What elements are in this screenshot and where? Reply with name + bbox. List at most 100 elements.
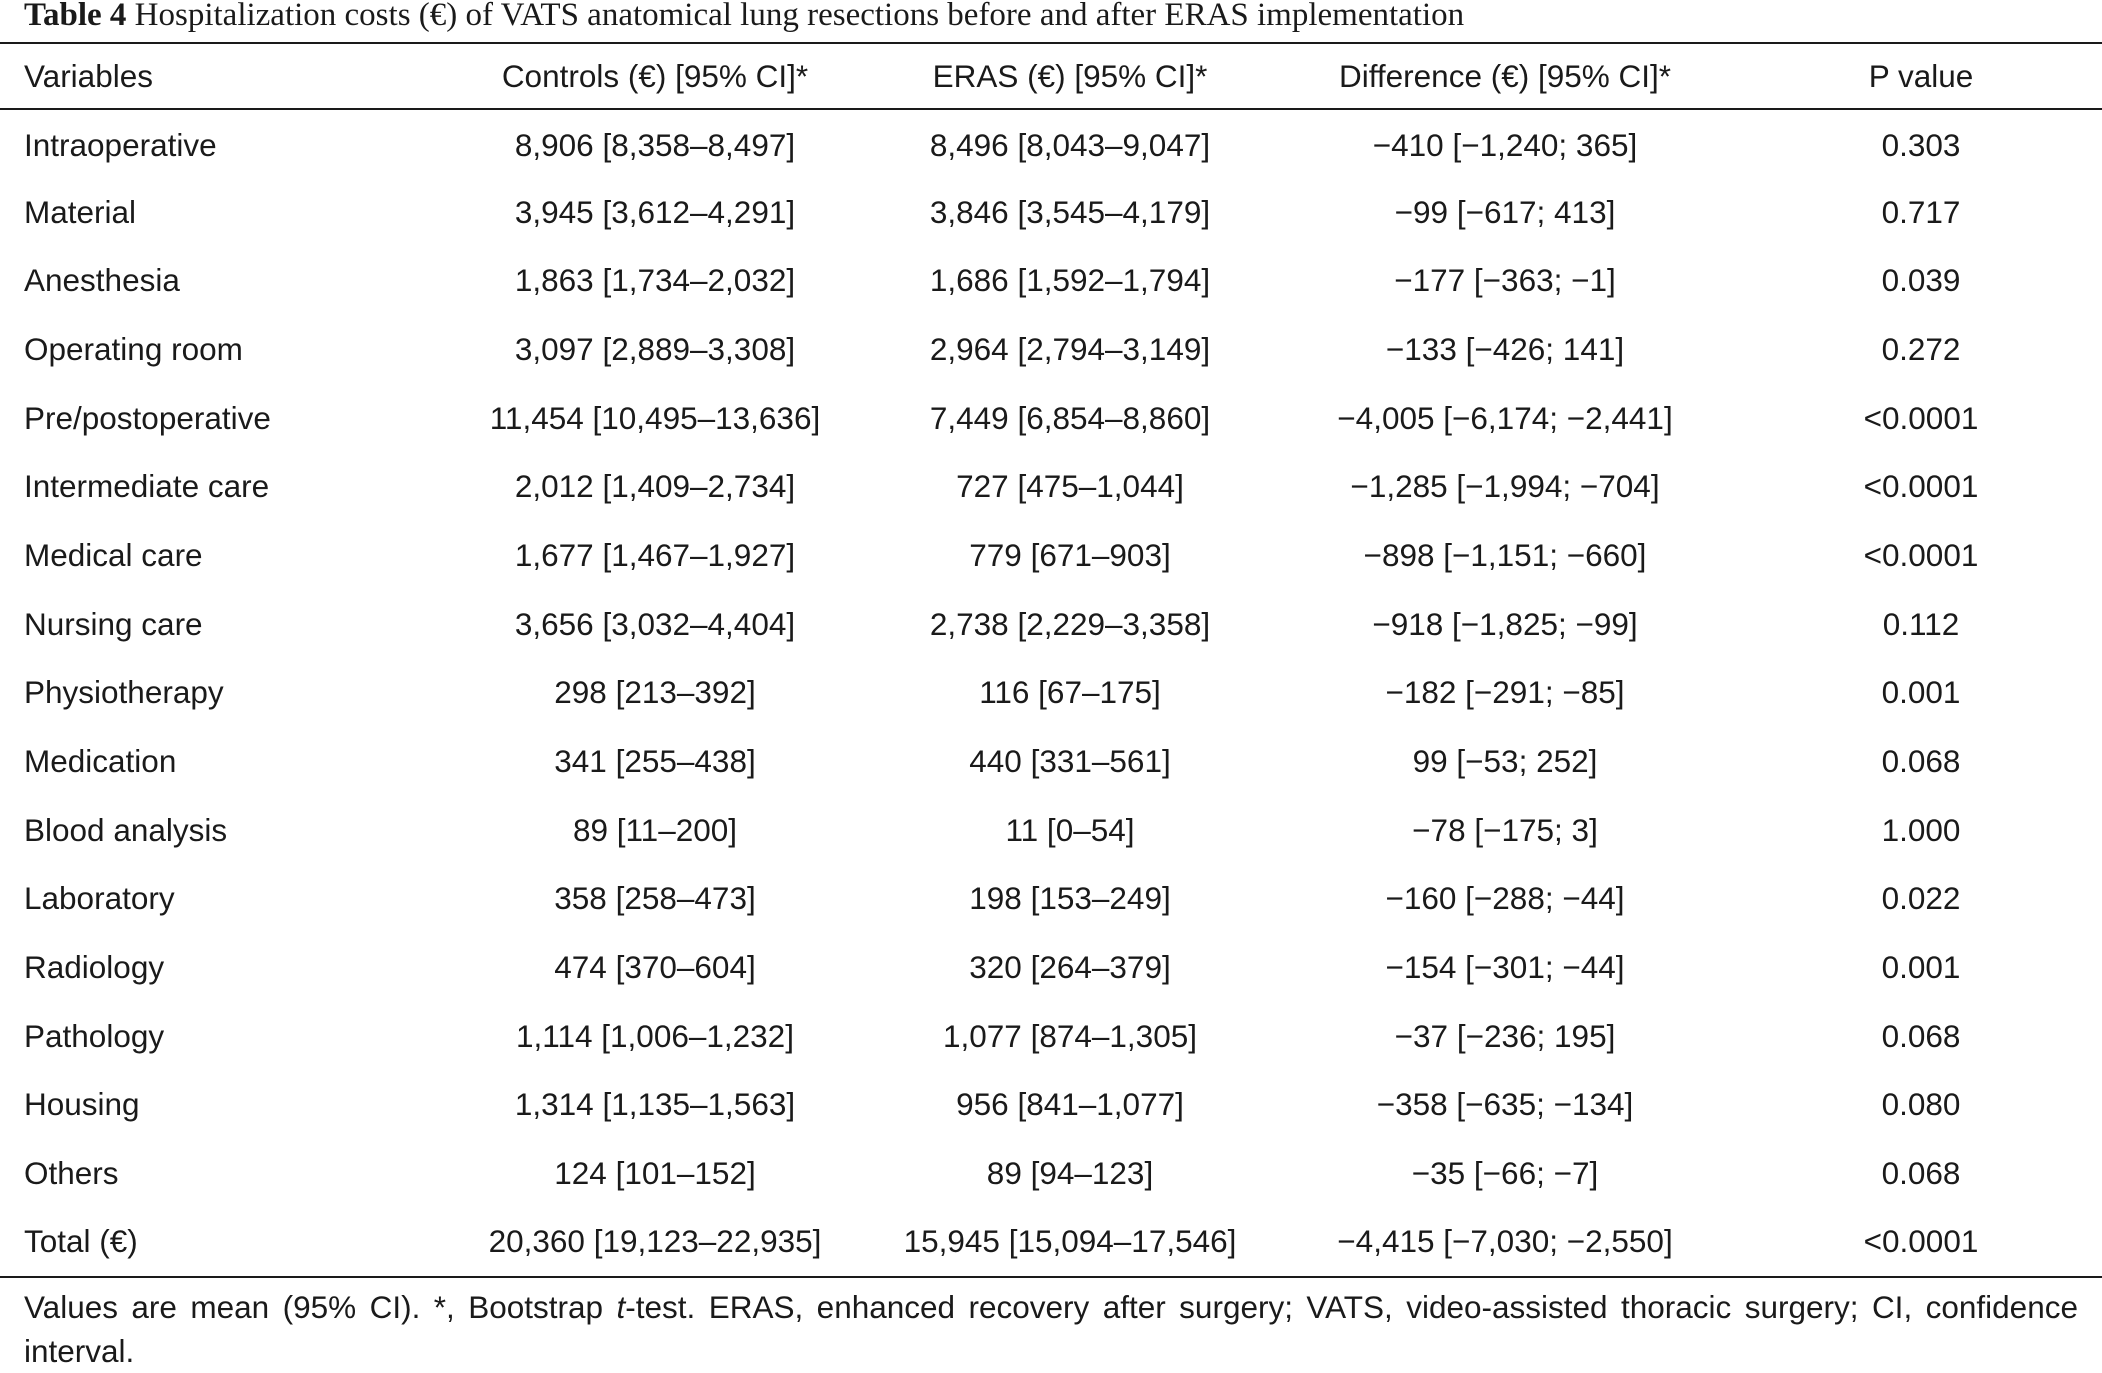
cell-difference: −410 [−1,240; 365] bbox=[1372, 127, 1638, 164]
table-row: Housing 1,314 [1,135–1,563] 956 [841–1,077… bbox=[0, 1071, 2102, 1140]
cell-controls: 358 [258–473] bbox=[554, 880, 756, 917]
cell-eras: 727 [475–1,044] bbox=[956, 468, 1184, 505]
table-row: Nursing care 3,656 [3,032–4,404] 2,738 [2,… bbox=[0, 590, 2102, 659]
cell-controls: 298 [213–392] bbox=[554, 674, 756, 711]
cell-difference: −154 [−301; −44] bbox=[1385, 949, 1625, 986]
cell-eras: 1,686 [1,592–1,794] bbox=[929, 262, 1211, 299]
footnote-text-end: -test. ERAS, enhanced recovery after sur… bbox=[24, 1289, 2078, 1369]
table-row: Medical care 1,677 [1,467–1,927] 779 [671–… bbox=[0, 521, 2102, 590]
table-row: Pre/postoperative 11,454 [10,495–13,636] 7… bbox=[0, 384, 2102, 453]
cell-variable: Total (€) bbox=[0, 1208, 440, 1278]
cell-difference: −182 [−291; −85] bbox=[1385, 674, 1625, 711]
cell-controls: 3,656 [3,032–4,404] bbox=[514, 605, 796, 642]
cell-controls: 8,906 [8,358–8,497] bbox=[514, 127, 796, 164]
cell-p-value: 0.001 bbox=[1881, 674, 1961, 711]
table-row: Physiotherapy 298 [213–392] 116 [67–175] −1… bbox=[0, 659, 2102, 728]
cell-difference: 99 [−53; 252] bbox=[1412, 743, 1598, 780]
cell-difference: −160 [−288; −44] bbox=[1385, 880, 1625, 917]
cell-p-value: 0.112 bbox=[1882, 605, 1960, 642]
cell-variable: Housing bbox=[24, 1086, 140, 1123]
cell-difference: −918 [−1,825; −99] bbox=[1372, 605, 1638, 642]
cell-controls: 341 [255–438] bbox=[554, 743, 756, 780]
cell-variable: Others bbox=[24, 1155, 119, 1192]
caption-text: Hospitalization costs (€) of VATS anatom… bbox=[134, 0, 1465, 33]
cell-eras: 89 [94–123] bbox=[986, 1155, 1154, 1192]
cell-difference: −133 [−426; 141] bbox=[1385, 330, 1625, 367]
table-row: Medication 341 [255–438] 440 [331–561] 99 [… bbox=[0, 727, 2102, 796]
cell-eras: 2,738 [2,229–3,358] bbox=[929, 605, 1211, 642]
cell-difference: −78 [−175; 3] bbox=[1412, 811, 1598, 848]
cell-variable: Medical care bbox=[24, 536, 203, 573]
cell-difference: −1,285 [−1,994; −704] bbox=[1350, 468, 1660, 505]
cell-p-value: <0.0001 bbox=[1863, 536, 1979, 573]
header-difference: Difference (€) [95% CI]* bbox=[1270, 42, 1740, 110]
table-row: Intermediate care 2,012 [1,409–2,734] 727 … bbox=[0, 452, 2102, 521]
header-controls: Controls (€) [95% CI]* bbox=[440, 42, 870, 110]
cell-p-value: <0.0001 bbox=[1863, 468, 1979, 505]
table-row: Intraoperative 8,906 [8,358–8,497] 8,496 [… bbox=[0, 109, 2102, 178]
cell-controls: 124 [101–152] bbox=[554, 1155, 756, 1192]
cell-variable: Intraoperative bbox=[24, 127, 217, 164]
table-row: Total (€) 20,360 [19,123–22,935] 15,945 [1… bbox=[0, 1208, 2102, 1278]
cell-variable: Pre/postoperative bbox=[24, 399, 271, 436]
cell-p-value: 0.272 bbox=[1881, 330, 1961, 367]
cell-difference: −4,415 [−7,030; −2,550] bbox=[1270, 1208, 1740, 1278]
header-row: Variables Controls (€) [95% CI]* ERAS (€) … bbox=[0, 42, 2102, 110]
cell-controls: 1,114 [1,006–1,232] bbox=[516, 1017, 794, 1054]
cell-p-value: 0.068 bbox=[1881, 1017, 1961, 1054]
cell-eras: 1,077 [874–1,305] bbox=[943, 1017, 1197, 1054]
table-row: Material 3,945 [3,612–4,291] 3,846 [3,545–… bbox=[0, 178, 2102, 247]
cell-variable: Laboratory bbox=[24, 880, 175, 917]
header-p-value: P value bbox=[1740, 42, 2102, 110]
cell-difference: −177 [−363; −1] bbox=[1394, 262, 1616, 299]
table-header: Variables Controls (€) [95% CI]* ERAS (€) … bbox=[0, 42, 2102, 110]
cell-p-value: 0.068 bbox=[1881, 743, 1961, 780]
cell-difference: −37 [−236; 195] bbox=[1394, 1017, 1616, 1054]
cell-eras: 3,846 [3,545–4,179] bbox=[929, 193, 1211, 230]
cell-p-value: 0.068 bbox=[1881, 1155, 1961, 1192]
table-container: Variables Controls (€) [95% CI]* ERAS (€) … bbox=[0, 42, 2102, 1278]
cell-variable: Pathology bbox=[24, 1017, 165, 1054]
footnote-text-start: Values are mean (95% CI). *, Bootstrap bbox=[24, 1289, 617, 1325]
cell-controls: 20,360 [19,123–22,935] bbox=[440, 1208, 870, 1278]
cell-p-value: 0.039 bbox=[1881, 262, 1961, 299]
cell-controls: 11,454 [10,495–13,636] bbox=[489, 399, 821, 436]
cell-controls: 1,677 [1,467–1,927] bbox=[514, 536, 796, 573]
cell-p-value: 1.000 bbox=[1881, 811, 1961, 848]
cell-variable: Intermediate care bbox=[24, 468, 270, 505]
caption-label: Table 4 bbox=[24, 0, 127, 33]
cell-eras: 2,964 [2,794–3,149] bbox=[929, 330, 1211, 367]
cell-variable: Medication bbox=[24, 743, 177, 780]
cell-eras: 320 [264–379] bbox=[969, 949, 1171, 986]
cell-controls: 2,012 [1,409–2,734] bbox=[514, 468, 796, 505]
table-row: Blood analysis 89 [11–200] 11 [0–54] −78 [−… bbox=[0, 796, 2102, 865]
cell-p-value: 0.022 bbox=[1881, 880, 1961, 917]
header-eras: ERAS (€) [95% CI]* bbox=[870, 42, 1270, 110]
cell-p-value: <0.0001 bbox=[1863, 399, 1979, 436]
cell-variable: Operating room bbox=[24, 330, 243, 367]
cell-variable: Anesthesia bbox=[24, 262, 180, 299]
cell-eras: 7,449 [6,854–8,860] bbox=[929, 399, 1211, 436]
cell-variable: Radiology bbox=[24, 949, 165, 986]
table-footnote: Values are mean (95% CI). *, Bootstrap t… bbox=[24, 1285, 2078, 1373]
footnote-italic-t: t bbox=[616, 1289, 626, 1325]
table-row: Radiology 474 [370–604] 320 [264–379] −154 … bbox=[0, 933, 2102, 1002]
cell-variable: Material bbox=[24, 193, 137, 230]
cell-difference: −99 [−617; 413] bbox=[1394, 193, 1616, 230]
cell-eras: 956 [841–1,077] bbox=[956, 1086, 1184, 1123]
cell-variable: Nursing care bbox=[24, 605, 203, 642]
cell-eras: 11 [0–54] bbox=[1005, 811, 1135, 848]
cell-difference: −898 [−1,151; −660] bbox=[1363, 536, 1647, 573]
table-row: Others 124 [101–152] 89 [94–123] −35 [−66; … bbox=[0, 1139, 2102, 1208]
cell-p-value: 0.303 bbox=[1881, 127, 1961, 164]
cell-controls: 89 [11–200] bbox=[572, 811, 738, 848]
cell-controls: 474 [370–604] bbox=[554, 949, 756, 986]
cell-p-value: <0.0001 bbox=[1740, 1208, 2102, 1278]
cell-p-value: 0.717 bbox=[1881, 193, 1961, 230]
cell-eras: 116 [67–175] bbox=[979, 674, 1161, 711]
header-variables: Variables bbox=[0, 42, 440, 110]
costs-table: Variables Controls (€) [95% CI]* ERAS (€) … bbox=[0, 42, 2102, 1278]
table-row: Anesthesia 1,863 [1,734–2,032] 1,686 [1,59… bbox=[0, 246, 2102, 315]
cell-controls: 3,097 [2,889–3,308] bbox=[514, 330, 796, 367]
table-row: Laboratory 358 [258–473] 198 [153–249] −160… bbox=[0, 865, 2102, 934]
